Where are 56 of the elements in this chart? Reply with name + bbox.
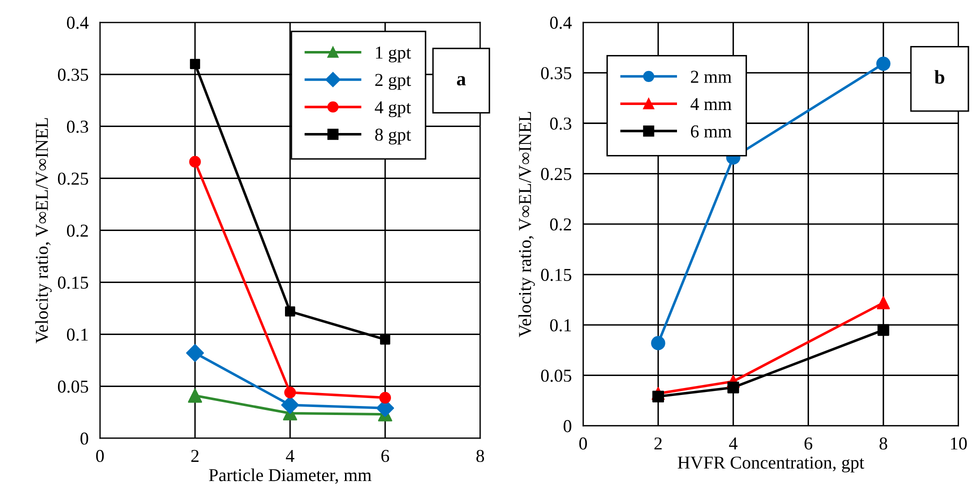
legend-label: 1 gpt — [376, 46, 411, 62]
x-tick-label: 6 — [381, 450, 390, 462]
y-tick-label: 0.25 — [541, 168, 572, 180]
legend-label: 4 mm — [690, 98, 732, 110]
x-tick-label: 0 — [96, 450, 104, 462]
x-tick-label: 0 — [579, 437, 587, 450]
point — [876, 56, 890, 71]
y-tick-label: 0.05 — [541, 370, 572, 382]
x-axis-title: HVFR Concentration, gpt — [678, 456, 864, 472]
point — [284, 306, 296, 316]
point — [284, 386, 296, 398]
annotation: b — [934, 70, 944, 84]
y-tick-label: 0.15 — [58, 276, 88, 289]
point — [189, 156, 201, 168]
point — [651, 336, 666, 350]
y-tick-label: 0.05 — [58, 380, 88, 393]
y-tick-label: 0.1 — [66, 328, 88, 341]
point — [281, 396, 299, 414]
point — [379, 392, 391, 404]
x-tick-label: 8 — [476, 450, 484, 462]
y-tick-label: 0.2 — [66, 224, 88, 237]
point — [188, 388, 202, 403]
x-tick-label: 10 — [951, 437, 967, 450]
y-axis-title: Velocity ratio, V∞EL/V∞INEL — [35, 118, 52, 344]
annotation: a — [456, 76, 466, 86]
x-axis-title: Particle Diameter, mm — [208, 468, 372, 484]
x-tick-label: 6 — [804, 437, 812, 450]
x-tick-label: 8 — [880, 437, 888, 450]
y-axis-title: Velocity ratio, V∞EL/V∞INEL — [518, 112, 535, 338]
legend-label: 2 gpt — [375, 74, 411, 90]
x-tick-label: 2 — [191, 450, 199, 462]
x-tick-label: 4 — [729, 438, 738, 450]
y-tick-label: 0.4 — [66, 16, 89, 29]
legend-label: 8 gpt — [375, 128, 411, 145]
point — [878, 324, 890, 336]
y-tick-label: 0.4 — [550, 16, 572, 29]
y-tick-label: 0.15 — [541, 268, 572, 282]
x-tick-label: 2 — [654, 437, 662, 450]
point — [380, 334, 390, 345]
point — [876, 296, 890, 310]
y-tick-label: 0.2 — [550, 218, 571, 231]
y-tick-label: 0.35 — [58, 68, 88, 81]
legend-label: 2 mm — [690, 70, 732, 83]
legend-label: 4 gpt — [374, 101, 411, 118]
y-tick-label: 0.3 — [66, 120, 88, 133]
y-tick-label: 0.25 — [58, 172, 88, 185]
y-tick-label: 0 — [564, 420, 572, 432]
point — [190, 58, 200, 70]
y-tick-label: 0.1 — [550, 319, 571, 332]
y-tick-label: 0.3 — [550, 118, 572, 130]
point — [186, 344, 204, 362]
y-tick-label: 0.35 — [541, 67, 572, 80]
point — [652, 390, 664, 402]
x-tick-label: 4 — [286, 450, 294, 462]
point — [727, 382, 740, 394]
legend-label: 6 mm — [690, 125, 732, 138]
